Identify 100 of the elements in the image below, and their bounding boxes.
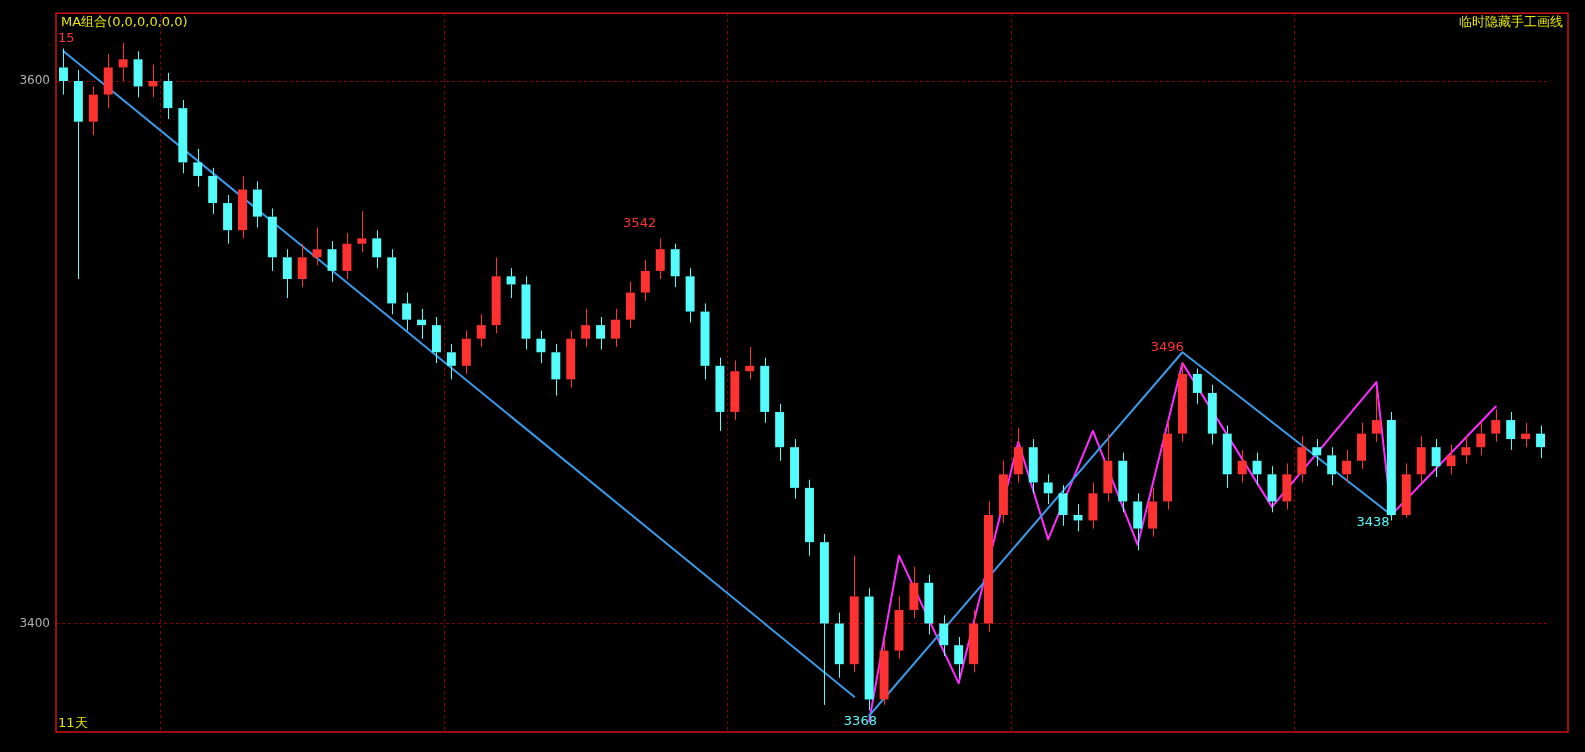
candlestick bbox=[58, 47, 68, 96]
candlestick bbox=[1028, 438, 1038, 494]
annotation: 3542 bbox=[623, 215, 657, 231]
candlestick bbox=[223, 194, 233, 245]
annotation: 3496 bbox=[1150, 339, 1184, 355]
candlestick bbox=[252, 180, 262, 228]
candlestick bbox=[506, 267, 516, 299]
candlestick bbox=[760, 357, 770, 424]
candlestick bbox=[998, 460, 1008, 524]
y-tick-label: 3400 bbox=[19, 615, 50, 630]
candlestick bbox=[1371, 389, 1381, 443]
candlestick bbox=[491, 256, 501, 334]
candlestick bbox=[1043, 473, 1053, 505]
candlestick bbox=[790, 438, 800, 500]
candlestick bbox=[1342, 449, 1352, 483]
candlestick bbox=[954, 636, 964, 679]
candlestick bbox=[984, 500, 993, 633]
annotation: 15 bbox=[58, 30, 75, 46]
candlestick bbox=[103, 53, 113, 109]
candlestick bbox=[297, 243, 307, 288]
candlestick bbox=[446, 343, 456, 380]
candlestick bbox=[819, 533, 829, 706]
candlestick bbox=[1506, 411, 1516, 451]
candlestick bbox=[864, 587, 874, 711]
candlestick bbox=[387, 248, 397, 315]
candlestick bbox=[1252, 452, 1262, 486]
candlestick bbox=[372, 229, 382, 269]
candlestick bbox=[1327, 446, 1337, 486]
candlestick bbox=[581, 308, 591, 348]
candlestick bbox=[879, 639, 889, 706]
candlestick bbox=[1237, 449, 1247, 483]
candlestick bbox=[267, 208, 277, 272]
candlestick bbox=[1461, 435, 1471, 464]
candlestick bbox=[163, 72, 173, 120]
candlestick bbox=[625, 281, 635, 329]
candlestick bbox=[670, 243, 680, 288]
candlestick bbox=[1088, 481, 1098, 530]
candlestick bbox=[1521, 422, 1531, 448]
candlestick bbox=[327, 240, 337, 283]
candlestick bbox=[1222, 424, 1232, 489]
annotation: 3368 bbox=[843, 712, 877, 728]
candlestick bbox=[1401, 462, 1411, 519]
candlestick bbox=[834, 612, 844, 679]
candlestick bbox=[1177, 362, 1187, 443]
candlestick bbox=[133, 50, 143, 98]
candlestick bbox=[1536, 424, 1546, 459]
candlestick bbox=[282, 248, 292, 299]
candlestick bbox=[1058, 484, 1068, 527]
candlestick bbox=[342, 232, 352, 280]
candlestick bbox=[1446, 443, 1456, 475]
chart-title: MA组合(0,0,0,0,0,0) bbox=[61, 14, 188, 30]
y-tick-label: 3600 bbox=[19, 73, 50, 88]
candlestick bbox=[969, 609, 979, 673]
candlestick bbox=[909, 566, 919, 619]
candlestick bbox=[1357, 422, 1366, 470]
candlestick bbox=[596, 316, 606, 351]
candlestick bbox=[476, 313, 486, 348]
candlestick bbox=[1282, 462, 1292, 511]
candlestick bbox=[894, 595, 904, 660]
candlestick bbox=[1192, 368, 1202, 405]
candlestick bbox=[357, 210, 367, 253]
candlestick bbox=[745, 346, 755, 380]
candlestick bbox=[939, 614, 949, 657]
candlestick bbox=[238, 175, 247, 239]
candlestick bbox=[1207, 384, 1217, 445]
candlestick bbox=[1103, 433, 1113, 502]
candlestick bbox=[1148, 487, 1158, 538]
annotation: 11天 bbox=[58, 715, 88, 730]
candlestick bbox=[730, 359, 740, 421]
annotation: 3438 bbox=[1356, 514, 1390, 530]
candlestick bbox=[566, 330, 576, 389]
candlestick bbox=[461, 330, 471, 375]
candlestick bbox=[431, 316, 441, 364]
candlestick bbox=[611, 308, 620, 348]
candlestick bbox=[775, 403, 785, 462]
candlestick bbox=[640, 259, 650, 302]
candlestick bbox=[715, 357, 725, 432]
candlestick bbox=[208, 167, 218, 215]
annotation: 临时隐藏手工画线 bbox=[1459, 14, 1563, 30]
candlestick bbox=[1163, 419, 1173, 511]
candlestick bbox=[1416, 435, 1426, 483]
candlestick bbox=[1491, 408, 1501, 443]
candlestick bbox=[685, 267, 695, 323]
candlestick bbox=[521, 275, 531, 351]
candlestick bbox=[536, 330, 546, 364]
candlestick bbox=[178, 99, 188, 174]
candlestick bbox=[312, 226, 322, 266]
candlestick bbox=[1431, 438, 1441, 478]
candlestick bbox=[1133, 492, 1143, 551]
candlestick bbox=[88, 85, 98, 136]
candlestick bbox=[804, 479, 814, 557]
candlestick bbox=[1297, 435, 1307, 483]
candlestick bbox=[118, 42, 128, 82]
candlestick bbox=[1476, 422, 1486, 456]
candlestick bbox=[655, 237, 665, 280]
candlestick bbox=[193, 148, 203, 188]
candlestick bbox=[551, 343, 561, 397]
candlestick bbox=[1118, 452, 1128, 513]
candlestick bbox=[402, 292, 412, 332]
candlestick bbox=[73, 69, 83, 280]
